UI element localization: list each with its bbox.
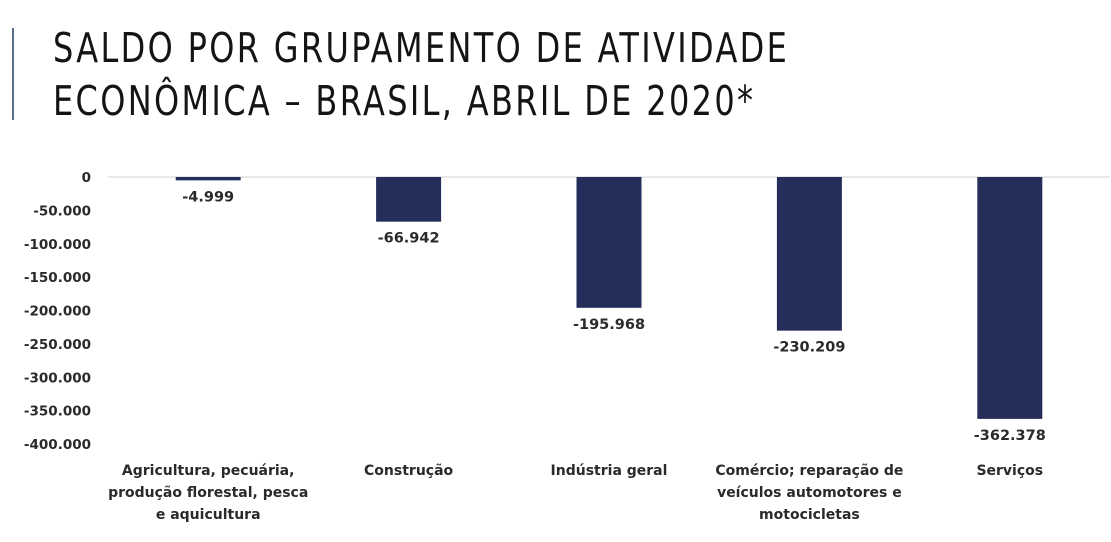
x-category-label: Agricultura, pecuária, produção florestal… [108,463,308,523]
y-tick-label: -100.000 [24,237,91,253]
data-label: -4.999 [182,189,234,205]
x-category-label-line: produção florestal, pesca [108,485,308,501]
bar [977,177,1043,419]
y-tick-label: 0 [82,170,91,186]
bar [776,177,842,331]
data-label: -362.378 [974,428,1046,444]
bar [576,177,642,308]
x-category-label-line: Indústria geral [551,463,668,479]
x-category-label: Indústria geral [551,463,668,479]
x-category-label-line: Agricultura, pecuária, [122,463,295,479]
data-label: -66.942 [378,231,440,247]
title-accent-bar [12,28,14,120]
x-category-label-line: e aquicultura [156,507,261,523]
y-tick-label: -200.000 [24,304,91,320]
slide-title: SALDO POR GRUPAMENTO DE ATIVIDADE ECONÔM… [53,24,790,125]
x-category-label: Construção [364,463,454,479]
x-category-label-line: motocicletas [759,507,860,523]
x-category-label-line: Serviços [976,463,1043,479]
x-category-label-line: veículos automotores e [717,485,902,501]
x-category-label-line: Construção [364,463,454,479]
x-category-label-line: Comércio; reparação de [715,463,903,479]
y-tick-label: -350.000 [24,404,91,420]
data-label: -195.968 [573,317,645,333]
y-tick-label: -150.000 [24,270,91,286]
y-tick-label: -250.000 [24,337,91,353]
y-tick-label: -400.000 [24,437,91,453]
y-tick-label: -300.000 [24,370,91,386]
x-category-label: Serviços [976,463,1043,479]
x-category-label: Comércio; reparação de veículos automotor… [715,463,903,523]
data-label: -230.209 [773,340,845,356]
bar [376,177,442,222]
y-tick-label: -50.000 [33,203,91,219]
bar [175,177,241,181]
